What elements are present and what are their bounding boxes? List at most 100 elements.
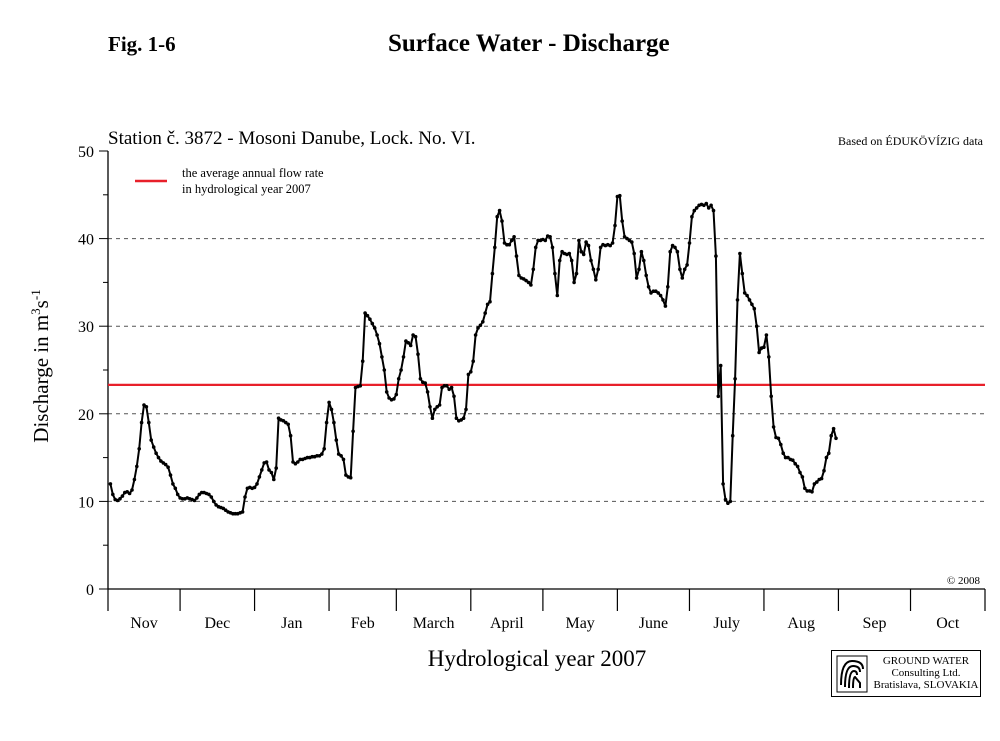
data-point — [255, 482, 259, 486]
data-point — [704, 201, 709, 206]
data-point — [452, 394, 456, 399]
data-point — [608, 243, 612, 248]
data-point — [147, 420, 151, 425]
month-label-aug: Aug — [787, 615, 815, 632]
data-point — [267, 468, 271, 472]
data-point — [108, 482, 113, 486]
data-point — [803, 486, 807, 491]
data-point — [372, 326, 377, 330]
data-point — [589, 258, 593, 263]
logo-line-2: Consulting Ltd. — [891, 667, 961, 679]
data-point — [680, 276, 685, 280]
data-point — [473, 333, 478, 337]
data-point — [348, 475, 353, 480]
y-axis-label-mid: s — [29, 300, 53, 308]
data-point — [752, 306, 757, 311]
data-point — [750, 302, 754, 307]
data-point — [209, 495, 214, 499]
data-point — [517, 273, 521, 278]
data-point — [574, 271, 579, 276]
data-point — [831, 426, 836, 431]
data-point — [423, 381, 428, 385]
data-point — [320, 452, 324, 456]
data-point — [685, 263, 689, 267]
month-label-june: June — [639, 615, 668, 632]
data-point — [175, 492, 180, 497]
data-point — [682, 267, 687, 272]
y-tick-label-20: 20 — [78, 407, 94, 424]
data-point — [738, 251, 742, 256]
data-point — [822, 468, 826, 473]
data-point — [594, 278, 598, 282]
y-axis-label-sup2: -1 — [28, 289, 43, 300]
data-point — [548, 235, 552, 239]
logo-line-1: GROUND WATER — [882, 655, 970, 667]
data-point — [714, 254, 718, 258]
month-label-oct: Oct — [936, 615, 960, 632]
data-point — [358, 384, 363, 388]
data-point — [461, 416, 466, 421]
data-point — [644, 273, 648, 278]
data-point — [334, 438, 339, 442]
data-point — [406, 341, 411, 345]
data-point — [493, 245, 497, 250]
data-point — [252, 485, 257, 490]
data-point — [296, 460, 300, 464]
x-month-labels: Nov Dec Jan Feb March April May June July Aug Sep O… — [107, 589, 986, 632]
data-point — [127, 491, 132, 496]
data-point — [428, 405, 432, 409]
data-point — [800, 475, 805, 479]
data-point — [488, 299, 492, 304]
data-point — [754, 324, 759, 329]
data-point — [151, 445, 156, 449]
data-point — [144, 405, 149, 409]
data-point — [322, 447, 327, 451]
data-point — [394, 392, 399, 397]
source-note: Based on ÉDUKÖVÍZIG data — [838, 134, 984, 148]
data-point — [118, 497, 122, 501]
data-point — [656, 291, 660, 295]
data-point — [464, 407, 468, 412]
copyright-note: © 2008 — [947, 575, 981, 587]
y-tick-label-0: 0 — [86, 582, 94, 599]
data-point — [329, 407, 334, 412]
data-point — [288, 433, 293, 438]
data-point — [543, 238, 548, 243]
data-point — [742, 291, 747, 295]
data-point — [730, 433, 735, 438]
month-label-july: July — [713, 615, 740, 632]
data-point — [332, 420, 336, 425]
data-point — [437, 403, 442, 407]
data-point — [572, 280, 576, 285]
data-point — [791, 458, 795, 463]
data-point — [706, 206, 711, 210]
data-point — [156, 455, 161, 460]
data-point — [497, 208, 502, 213]
data-point — [630, 240, 634, 244]
data-point — [764, 333, 769, 337]
data-point — [512, 235, 516, 239]
data-point — [757, 350, 761, 355]
data-point — [569, 258, 574, 263]
data-point — [553, 271, 557, 276]
data-point — [425, 390, 430, 394]
data-point — [815, 480, 819, 484]
data-point — [173, 486, 178, 491]
data-point — [769, 394, 773, 399]
data-point — [382, 368, 387, 372]
data-point — [324, 420, 329, 425]
month-label-dec: Dec — [204, 615, 230, 632]
data-point — [469, 370, 473, 374]
data-point — [154, 451, 158, 456]
data-point — [500, 219, 504, 223]
data-point — [171, 482, 175, 486]
data-point — [793, 461, 797, 466]
data-point — [495, 214, 500, 219]
data-point — [327, 400, 331, 405]
data-point — [584, 240, 588, 244]
data-point — [399, 368, 403, 372]
data-point — [632, 251, 636, 256]
data-point — [466, 372, 471, 377]
data-point — [375, 333, 379, 337]
data-point — [723, 497, 728, 502]
